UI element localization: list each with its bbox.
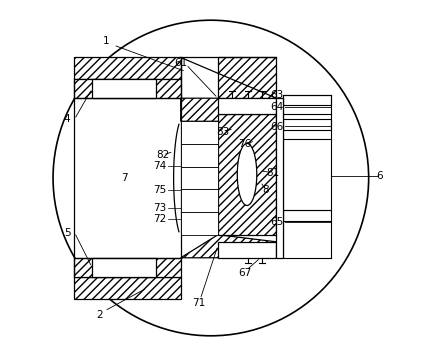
Bar [218,242,276,258]
Bar [283,210,331,221]
Text: 5: 5 [64,228,70,238]
Text: 75: 75 [153,185,166,195]
Bar [92,79,156,98]
Bar [276,98,283,258]
Text: 71: 71 [192,298,205,308]
Text: 8: 8 [263,185,269,195]
Text: 81: 81 [266,168,280,178]
Polygon shape [74,57,181,79]
Text: 76: 76 [238,139,251,149]
Ellipse shape [237,143,257,205]
Text: 74: 74 [153,161,166,171]
Text: 66: 66 [270,122,283,132]
Text: 67: 67 [238,268,251,278]
Text: 83: 83 [217,127,230,137]
Bar [181,121,218,144]
Bar [181,144,218,167]
Bar [92,258,156,277]
Text: 64: 64 [270,102,283,112]
Polygon shape [218,114,276,235]
Text: 1: 1 [103,36,109,47]
Bar [283,120,331,130]
Text: 4: 4 [64,115,70,125]
Bar [218,98,276,114]
Bar [181,167,218,189]
Text: 82: 82 [156,150,170,160]
Bar [181,189,218,212]
Polygon shape [74,258,181,277]
Polygon shape [218,57,276,98]
Polygon shape [181,98,276,121]
Polygon shape [74,79,181,98]
Polygon shape [181,235,276,258]
Text: 61: 61 [174,58,187,68]
Text: 7: 7 [120,173,127,183]
Bar [283,95,331,105]
Bar [181,212,218,235]
Text: 6: 6 [376,171,383,181]
Text: 73: 73 [153,203,166,213]
Text: 72: 72 [153,214,166,224]
Text: 65: 65 [270,217,283,227]
Polygon shape [74,277,181,299]
Text: 63: 63 [270,90,283,100]
Text: 2: 2 [96,309,102,320]
